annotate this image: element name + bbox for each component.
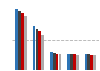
Bar bbox=[93, 55, 96, 70]
Bar bbox=[38, 31, 41, 70]
Bar bbox=[36, 29, 38, 70]
Bar bbox=[70, 54, 73, 70]
Bar bbox=[41, 35, 44, 70]
Bar bbox=[90, 55, 93, 70]
Bar bbox=[76, 55, 79, 70]
Bar bbox=[84, 54, 87, 70]
Bar bbox=[33, 26, 35, 70]
Bar bbox=[18, 11, 21, 70]
Bar bbox=[67, 54, 70, 70]
Bar bbox=[59, 54, 61, 70]
Bar bbox=[53, 53, 56, 70]
Bar bbox=[73, 54, 76, 70]
Bar bbox=[24, 16, 27, 70]
Bar bbox=[21, 13, 24, 70]
Bar bbox=[87, 54, 90, 70]
Bar bbox=[15, 9, 18, 70]
Bar bbox=[56, 54, 58, 70]
Bar bbox=[50, 52, 53, 70]
